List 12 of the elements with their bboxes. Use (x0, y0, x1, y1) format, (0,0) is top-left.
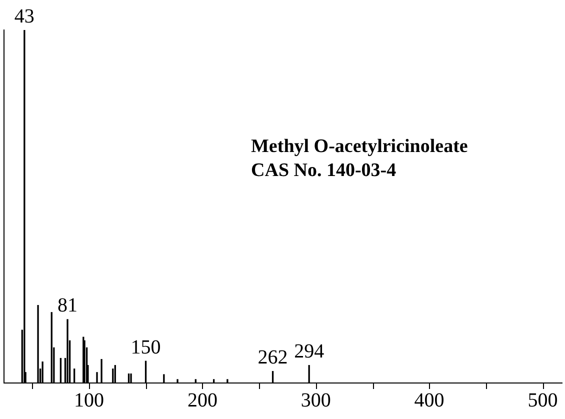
text: CAS No. 140-03-4 (251, 160, 397, 181)
x-tick-label: 400 (414, 389, 444, 412)
x-tick-label: 200 (187, 389, 218, 412)
x-tick-label: 500 (528, 389, 558, 412)
x-tick-label: 300 (300, 389, 331, 412)
annotation: 43 (14, 5, 34, 28)
annotation: 81 (58, 294, 78, 317)
annotation: 150 (130, 336, 161, 358)
annotation: 262 (258, 346, 288, 369)
text: Methyl O-acetylricinoleate (251, 136, 468, 157)
annotation: 294 (294, 340, 324, 363)
x-tick-label: 100 (74, 389, 104, 412)
